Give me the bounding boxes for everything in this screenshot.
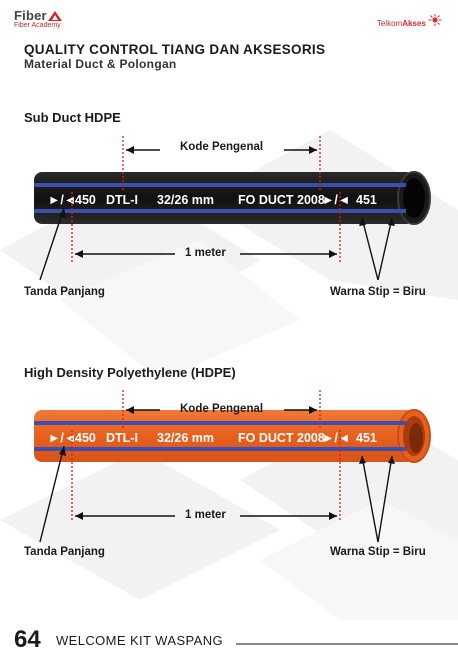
brand-right-b: Akses bbox=[402, 19, 426, 28]
section-heading-subduct: Sub Duct HDPE bbox=[24, 110, 121, 125]
print-end: 451 bbox=[356, 431, 377, 445]
stripe-bottom bbox=[34, 447, 406, 451]
print-mid2: 32/26 mm bbox=[157, 193, 214, 207]
brand-left-sub: Fiber Academy bbox=[14, 22, 61, 29]
page-number: 64 bbox=[14, 626, 41, 653]
right-label-2: Warna Stip = Biru bbox=[330, 546, 426, 558]
page-title: QUALITY CONTROL TIANG DAN AKSESORIS bbox=[24, 42, 326, 57]
fiber-academy-logo: Fiber Fiber Academy bbox=[14, 8, 62, 29]
logo-triangle-icon bbox=[47, 11, 62, 21]
print-mid1: DTL-I bbox=[106, 193, 138, 207]
length-mark-arrows-2: ►/◄ bbox=[322, 431, 350, 445]
page-subtitle: Material Duct & Polongan bbox=[24, 57, 177, 71]
brand-left: Fiber bbox=[14, 8, 47, 23]
subduct-diagram: ►/◄ 450 DTL-I 32/26 mm FO DUCT 2008 ►/◄ … bbox=[34, 136, 431, 281]
stripe-bottom bbox=[34, 209, 406, 213]
print-start: 450 bbox=[75, 193, 96, 207]
sparkle-icon bbox=[428, 14, 442, 26]
meter-label-2: 1 meter bbox=[185, 509, 226, 521]
print-end: 451 bbox=[356, 193, 377, 207]
section-heading-hdpe: High Density Polyethylene (HDPE) bbox=[24, 365, 236, 380]
telkom-akses-logo: TelkomAkses bbox=[377, 14, 442, 28]
footer-divider bbox=[236, 643, 458, 645]
footer-text: WELCOME KIT WASPANG bbox=[56, 633, 223, 648]
pipe-opening bbox=[403, 178, 425, 218]
print-mid3: FO DUCT 2008 bbox=[238, 431, 325, 445]
left-label-1: Tanda Panjang bbox=[24, 286, 105, 298]
length-mark-arrows: ►/◄ bbox=[48, 193, 76, 207]
length-mark-arrows: ►/◄ bbox=[48, 431, 76, 445]
left-label-2: Tanda Panjang bbox=[24, 546, 105, 558]
meter-label-1: 1 meter bbox=[185, 247, 226, 259]
stripe-top bbox=[34, 421, 406, 425]
print-mid3: FO DUCT 2008 bbox=[238, 193, 325, 207]
print-start: 450 bbox=[75, 431, 96, 445]
code-arrows-2 bbox=[126, 406, 317, 414]
print-mid2: 32/26 mm bbox=[157, 431, 214, 445]
code-label-1: Kode Pengenal bbox=[180, 141, 264, 153]
right-label-1: Warna Stip = Biru bbox=[330, 286, 426, 298]
code-label-2: Kode Pengenal bbox=[180, 403, 264, 415]
brand-right-a: Telkom bbox=[376, 19, 403, 28]
length-mark-arrows-2: ►/◄ bbox=[322, 193, 350, 207]
stripe-top bbox=[34, 183, 406, 187]
print-mid1: DTL-I bbox=[106, 431, 138, 445]
hdpe-diagram: ►/◄ 450 DTL-I 32/26 mm FO DUCT 2008 ►/◄ … bbox=[34, 390, 431, 543]
